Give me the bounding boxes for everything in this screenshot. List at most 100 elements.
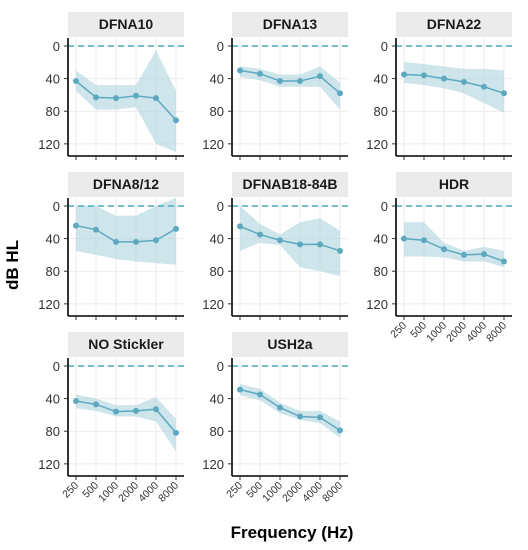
data-point	[461, 251, 467, 258]
y-tick-label: 40	[210, 72, 224, 87]
data-point	[421, 72, 427, 79]
data-point	[401, 71, 407, 78]
data-point	[257, 391, 263, 398]
data-point	[401, 235, 407, 242]
data-point	[277, 237, 283, 244]
data-point	[133, 92, 139, 99]
y-tick-label: 80	[210, 264, 224, 279]
panel-title: USH2a	[267, 336, 312, 352]
panel: DFNA10 0 40 80 120	[38, 12, 184, 160]
panel-strip	[232, 332, 348, 357]
series-line	[75, 400, 177, 434]
y-tick-label: 120	[38, 137, 60, 152]
y-tick-label: 80	[46, 264, 60, 279]
data-point	[133, 238, 139, 245]
panel-strip	[396, 12, 512, 37]
panel-strip	[232, 172, 348, 197]
panel-content	[232, 358, 348, 476]
x-tick-label: 250	[60, 480, 81, 501]
data-point	[237, 386, 243, 393]
range-band	[76, 50, 176, 153]
panel-strip	[396, 172, 512, 197]
range-band	[404, 222, 504, 268]
panel-title: DFNA13	[263, 16, 318, 32]
range-band	[240, 383, 340, 438]
panel-content	[68, 358, 184, 476]
range-band	[240, 206, 340, 277]
panel-content	[232, 198, 348, 316]
panel-title: DFNA22	[427, 16, 482, 32]
x-tick-label: 2000	[444, 320, 469, 345]
y-tick-label: 0	[217, 359, 224, 374]
y-tick-label: 40	[46, 72, 60, 87]
data-point	[93, 401, 99, 408]
data-point	[481, 83, 487, 90]
series-line	[75, 224, 177, 243]
x-tick-label: 1000	[260, 480, 285, 505]
x-tick-label: 1000	[96, 480, 121, 505]
x-tick-label: 1000	[424, 320, 449, 345]
range-band	[404, 62, 504, 113]
panel-title: DFNAB18-84B	[243, 176, 338, 192]
panels-layer: DFNA10 0 40 80 120 DFNA13 0 40 80 120 DFNA22 0 40 80 1…	[38, 12, 512, 505]
data-point	[173, 429, 179, 436]
data-point	[153, 406, 159, 413]
data-point	[317, 414, 323, 421]
data-point	[441, 75, 447, 82]
x-axis-title: Frequency (Hz)	[231, 523, 354, 542]
panel-content	[232, 38, 348, 156]
range-band	[76, 394, 176, 452]
data-point	[257, 70, 263, 77]
data-point	[93, 94, 99, 101]
panel-strip	[68, 12, 184, 37]
series-line	[403, 237, 505, 263]
y-tick-label: 0	[217, 39, 224, 54]
x-tick-label: 8000	[320, 480, 345, 505]
panel-content	[68, 198, 184, 316]
y-tick-label: 80	[210, 424, 224, 439]
y-tick-label: 120	[202, 137, 224, 152]
y-tick-label: 40	[46, 392, 60, 407]
data-point	[297, 78, 303, 85]
x-tick-label: 2000	[116, 480, 141, 505]
data-point	[113, 408, 119, 415]
y-tick-label: 120	[366, 297, 388, 312]
y-tick-label: 80	[46, 104, 60, 119]
data-point	[277, 404, 283, 411]
y-tick-label: 0	[381, 39, 388, 54]
y-tick-label: 120	[202, 297, 224, 312]
data-point	[277, 78, 283, 85]
y-axis-title: dB HL	[3, 240, 22, 290]
data-point	[237, 67, 243, 74]
data-point	[73, 222, 79, 229]
y-tick-label: 0	[53, 39, 60, 54]
data-point	[501, 258, 507, 265]
x-tick-label: 4000	[464, 320, 489, 345]
series-line	[239, 388, 341, 432]
y-tick-label: 80	[374, 104, 388, 119]
panel: DFNA8/12 0 40 80 120	[38, 172, 184, 320]
data-point	[73, 78, 79, 85]
y-tick-label: 80	[374, 264, 388, 279]
series-line	[239, 225, 341, 252]
panel-strip	[68, 332, 184, 357]
data-point	[93, 226, 99, 233]
data-point	[173, 117, 179, 124]
y-tick-label: 120	[38, 457, 60, 472]
y-tick-label: 40	[210, 232, 224, 247]
panel-strip	[68, 172, 184, 197]
panel-title: DFNA10	[99, 16, 154, 32]
y-tick-label: 40	[374, 232, 388, 247]
x-tick-label: 8000	[484, 320, 509, 345]
x-tick-label: 8000	[156, 480, 181, 505]
data-point	[337, 247, 343, 254]
range-band	[76, 198, 176, 265]
panel-content	[396, 198, 512, 316]
y-tick-label: 40	[210, 392, 224, 407]
y-tick-label: 40	[374, 72, 388, 87]
series-line	[403, 73, 505, 95]
panel-strip	[232, 12, 348, 37]
y-tick-label: 40	[46, 232, 60, 247]
panel-content	[68, 38, 184, 156]
